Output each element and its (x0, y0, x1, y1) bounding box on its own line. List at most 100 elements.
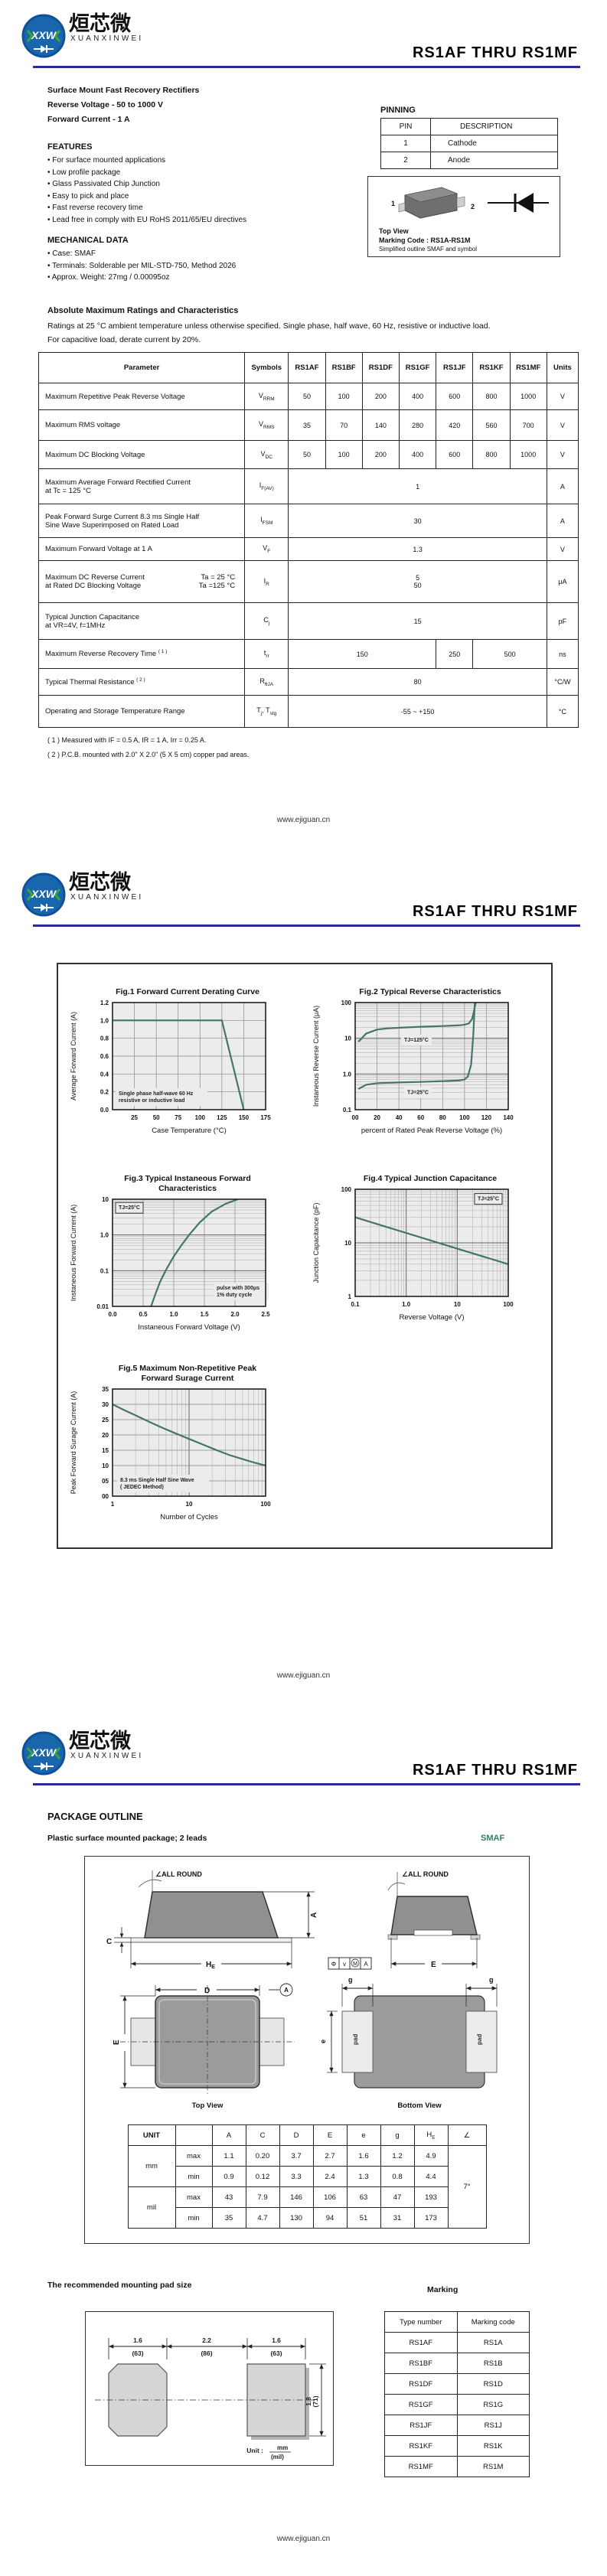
pinning-title: PINNING (380, 106, 416, 115)
svg-text:Top View: Top View (192, 2102, 224, 2110)
table-row: Typical Junction Capacitance at VR=4V, f=… (38, 602, 579, 640)
svg-text:20: 20 (102, 1432, 109, 1439)
svg-text:0.2: 0.2 (100, 1089, 109, 1096)
figure-5: Fig.5 Maximum Non-Repetitive Peak Forward… (65, 1364, 310, 1541)
svg-text:Number of Cycles: Number of Cycles (160, 1513, 218, 1521)
svg-text:E: E (113, 2040, 121, 2045)
svg-text:(mil): (mil) (271, 2454, 284, 2460)
svg-text:1% duty cycle: 1% duty cycle (217, 1293, 252, 1298)
page-3: XXW 烜芯微 XUANXINWEI RS1AF THRU RS1MF PACK… (0, 1717, 607, 2576)
table-row: RS1AF RS1A (384, 2332, 530, 2353)
figure-4: Fig.4 Typical Junction Capacitance TJ=25… (308, 1174, 553, 1342)
marking-table: Type number Marking code RS1AF RS1A RS1BF… (384, 2311, 530, 2477)
svg-text:00: 00 (102, 1493, 109, 1500)
svg-text:TJ=25°C: TJ=25°C (119, 1205, 140, 1211)
svg-text:mm: mm (277, 2444, 288, 2451)
svg-text:80: 80 (439, 1114, 446, 1121)
svg-text:A: A (364, 1961, 368, 1968)
mechanical-data-section: MECHANICAL DATA • Case: SMAF • Terminals… (47, 236, 369, 284)
table-row: 2 Anode (380, 152, 558, 169)
logo: XXW 烜芯微 XUANXINWEI (21, 14, 143, 58)
svg-text:10: 10 (186, 1501, 193, 1508)
feature-item: • Low profile package (47, 168, 121, 177)
svg-text:100: 100 (459, 1114, 470, 1121)
footer-url: www.ejiguan.cn (276, 1671, 331, 1680)
svg-text:10: 10 (102, 1462, 109, 1469)
svg-text:1: 1 (348, 1293, 352, 1300)
footer-url: www.ejiguan.cn (276, 2535, 331, 2543)
table-header-row: Type number Marking code (384, 2311, 530, 2333)
svg-text:175: 175 (260, 1114, 271, 1121)
svg-text:1.6: 1.6 (133, 2336, 142, 2344)
svg-text:percent of Rated Peak Reverse: percent of Rated Peak Reverse Voltage (%… (361, 1127, 502, 1135)
fig4-chart: TJ=25°C 0.1 1.0 10 100 1 10 100 Reverse Voltage … (312, 1186, 514, 1322)
mounting-pad-title: The recommended mounting pad size (47, 2281, 192, 2290)
svg-text:30: 30 (102, 1401, 109, 1408)
svg-text:0.0: 0.0 (100, 1107, 109, 1114)
pin-number: 1 (380, 135, 431, 152)
svg-text:0.01: 0.01 (96, 1303, 109, 1310)
svg-text:00: 00 (352, 1114, 359, 1121)
marking-title: Marking (427, 2285, 459, 2294)
figure-title: Fig.2 Typical Reverse Characteristics (359, 987, 501, 996)
logo-mark-icon: XXW (21, 1731, 66, 1775)
ratings-notes: ( 1 ) Measured with IF = 0.5 A, IR = 1 A… (47, 736, 249, 765)
note: ( 2 ) P.C.B. mounted with 2.0" X 2.0" (5… (47, 751, 250, 758)
table-row: mil max 43 7.9 146 106 63 47 193 (127, 2186, 486, 2229)
svg-text:1.2: 1.2 (100, 999, 109, 1006)
table-row: 1 Cathode (380, 135, 558, 152)
table-row: RS1KF RS1K (384, 2435, 530, 2457)
svg-text:Instaneous Reverse Current (μ: Instaneous Reverse Current (μA) (312, 1006, 320, 1107)
package-outline-preview: 1 2 Top View Marking Code : RS1A-RS1M Si… (367, 176, 560, 257)
ratings-desc: For capacitive load, derate current by 2… (47, 335, 201, 344)
svg-text:35: 35 (102, 1386, 109, 1393)
svg-text:Φ: Φ (331, 1961, 336, 1968)
svg-text:100: 100 (195, 1114, 206, 1121)
page-title: RS1AF THRU RS1MF (412, 44, 578, 61)
ratings-desc: Ratings at 25 °C ambient temperature unl… (47, 321, 491, 331)
svg-text:TJ=25°C: TJ=25°C (407, 1090, 429, 1096)
package-outline-title: PACKAGE OUTLINE (47, 1811, 143, 1822)
svg-text:0.0: 0.0 (108, 1311, 117, 1318)
mechanical-item: • Case: SMAF (47, 249, 96, 258)
svg-text:C: C (106, 1938, 112, 1946)
svg-text:pulse with 300μs: pulse with 300μs (217, 1286, 259, 1291)
svg-text:1.6: 1.6 (272, 2336, 281, 2344)
svg-text:pad: pad (476, 2034, 483, 2045)
svg-text:0.1: 0.1 (100, 1268, 109, 1275)
table-row: RS1MF RS1M (384, 2456, 530, 2477)
feature-item: • Fast reverse recovery time (47, 204, 143, 212)
svg-text:E: E (431, 1961, 436, 1969)
logo: XXW 烜芯微 XUANXINWEI (21, 1731, 143, 1775)
svg-text:05: 05 (102, 1478, 109, 1485)
svg-text:∠ALL ROUND: ∠ALL ROUND (402, 1870, 449, 1878)
svg-text:e: e (319, 2040, 327, 2043)
svg-text:1.8: 1.8 (305, 2397, 312, 2406)
svg-text:XXW: XXW (31, 888, 57, 900)
svg-text:0.4: 0.4 (100, 1071, 109, 1078)
svg-text:8.3 ms Single Half Sine Wave: 8.3 ms Single Half Sine Wave (120, 1478, 194, 1483)
features-section: FEATURES • For surface mounted applicati… (47, 142, 354, 226)
svg-text:A: A (284, 1987, 289, 1994)
svg-text:100: 100 (260, 1501, 271, 1508)
feature-item: • For surface mounted applications (47, 156, 166, 165)
top-view-label: Top View (379, 227, 409, 235)
mounting-pad-drawing: 1.6 (63) 2.2 (86) 1.6 (63) 1.8 (71) Unit… (95, 2336, 326, 2460)
svg-text:Unit :: Unit : (246, 2447, 263, 2454)
logo-chinese-text: 烜芯微 (69, 12, 131, 35)
page-1: XXW 烜芯微 XUANXINWEI RS1AF THRU RS1MF Surf… (0, 0, 607, 859)
package-name: SMAF (481, 1834, 505, 1843)
svg-text:125: 125 (217, 1114, 227, 1121)
svg-text:1.0: 1.0 (100, 1017, 109, 1024)
description-header: DESCRIPTION (430, 118, 558, 135)
svg-text:Average Forward Current (A): Average Forward Current (A) (70, 1012, 77, 1101)
fig5-chart: 8.3 ms Single Half Sine Wave ( JEDEC Meth… (70, 1386, 271, 1521)
page-title: RS1AF THRU RS1MF (412, 903, 578, 920)
features-title: FEATURES (47, 142, 93, 152)
svg-text:∠ALL ROUND: ∠ALL ROUND (155, 1870, 202, 1878)
pin-description: Cathode (430, 135, 558, 152)
svg-text:1.5: 1.5 (200, 1311, 209, 1318)
table-row: Maximum DC Reverse Current Ta = 25 °C at … (38, 560, 579, 603)
svg-text:( JEDEC Method): ( JEDEC Method) (120, 1485, 164, 1490)
table-row: Typical Thermal Resistance ( 2 ) RθJA 80… (38, 668, 579, 696)
